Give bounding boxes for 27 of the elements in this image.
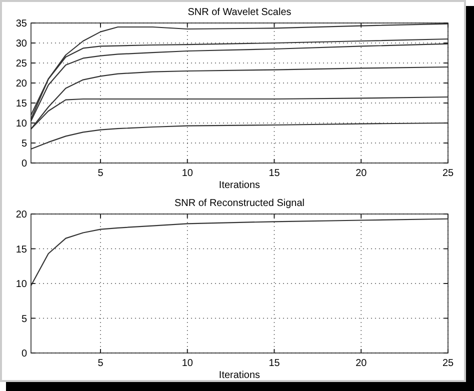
y-tick-label: 15 (16, 98, 28, 110)
y-tick-label: 15 (16, 244, 28, 256)
y-tick-label: 5 (21, 138, 28, 150)
x-tick-label: 25 (442, 168, 454, 179)
y-tick-label: 35 (16, 18, 28, 30)
y-tick-label: 0 (21, 158, 28, 170)
chart-title: SNR of Wavelet Scales (188, 7, 292, 18)
x-tick-label: 15 (268, 168, 280, 179)
x-tick-label: 20 (356, 358, 368, 369)
y-tick-label: 10 (16, 118, 28, 130)
x-axis-title: Iterations (218, 180, 260, 191)
x-tick-label: 5 (98, 358, 104, 369)
y-tick-label: 5 (21, 314, 28, 325)
y-tick-label: 20 (16, 210, 28, 220)
x-tick-label: 25 (442, 358, 454, 369)
y-tick-label: 25 (16, 58, 28, 70)
chart-title: SNR of Reconstructed Signal (174, 198, 305, 209)
x-tick-label: 10 (182, 168, 194, 179)
y-tick-label: 20 (16, 78, 28, 90)
y-tick-label: 30 (16, 38, 28, 50)
x-tick-label: 10 (182, 358, 194, 369)
x-axis-title: Iterations (218, 370, 260, 381)
x-tick-label: 5 (98, 168, 104, 179)
y-tick-label: 0 (21, 348, 28, 360)
x-tick-label: 20 (356, 168, 368, 179)
x-tick-label: 15 (268, 358, 280, 369)
y-tick-label: 10 (16, 279, 28, 290)
